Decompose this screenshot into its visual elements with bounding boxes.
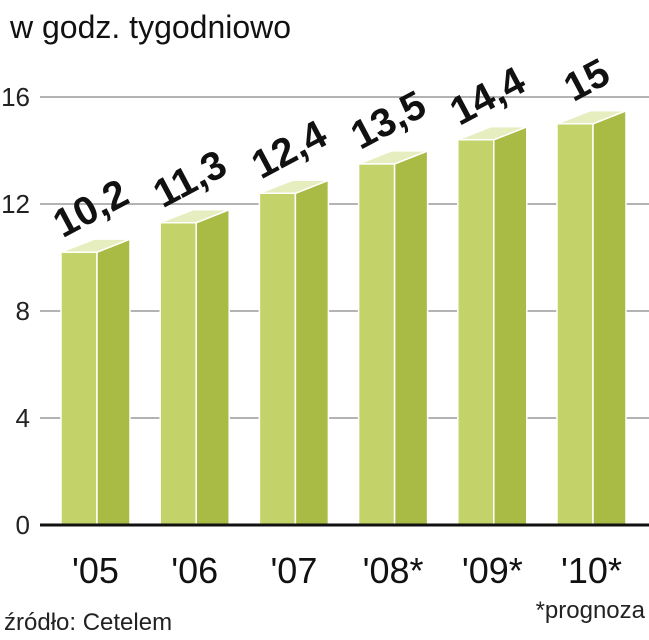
x-tick-label: '09* (462, 550, 523, 591)
y-tick-label: 12 (1, 189, 30, 219)
chart-title: w godz. tygodniowo (9, 9, 291, 45)
data-label: 11,3 (146, 142, 233, 216)
data-label: 13,5 (344, 83, 433, 158)
x-tick-label: '05 (72, 550, 119, 591)
x-tick-label: '10* (561, 550, 622, 591)
y-tick-label: 16 (1, 82, 30, 112)
bar (357, 149, 429, 526)
bars (60, 109, 627, 526)
x-tick-label: '07 (270, 550, 317, 591)
bar (457, 125, 528, 526)
bar (556, 109, 627, 526)
data-label: 10,2 (46, 171, 135, 246)
bar (60, 238, 131, 526)
source-text: źródło: Cetelem (4, 609, 172, 636)
data-label: 12,4 (245, 112, 335, 188)
grid-lines (40, 96, 649, 419)
x-tick-label: '08* (363, 550, 424, 591)
bar (258, 179, 330, 526)
y-axis-ticks: 0 4 8 12 16 (1, 82, 30, 540)
data-label: 15 (557, 50, 617, 110)
data-label: 14,4 (443, 58, 533, 134)
x-tick-label: '06 (171, 550, 218, 591)
y-tick-label: 4 (16, 403, 30, 433)
x-axis-labels: '05 '06 '07 '08* '09* '10* (72, 550, 622, 591)
note-text: *prognoza (536, 597, 646, 624)
bar (159, 208, 230, 526)
y-tick-label: 8 (16, 296, 30, 326)
y-tick-label: 0 (16, 510, 30, 540)
value-labels: 10,2 11,3 12,4 13,5 14,4 15 (46, 50, 617, 246)
